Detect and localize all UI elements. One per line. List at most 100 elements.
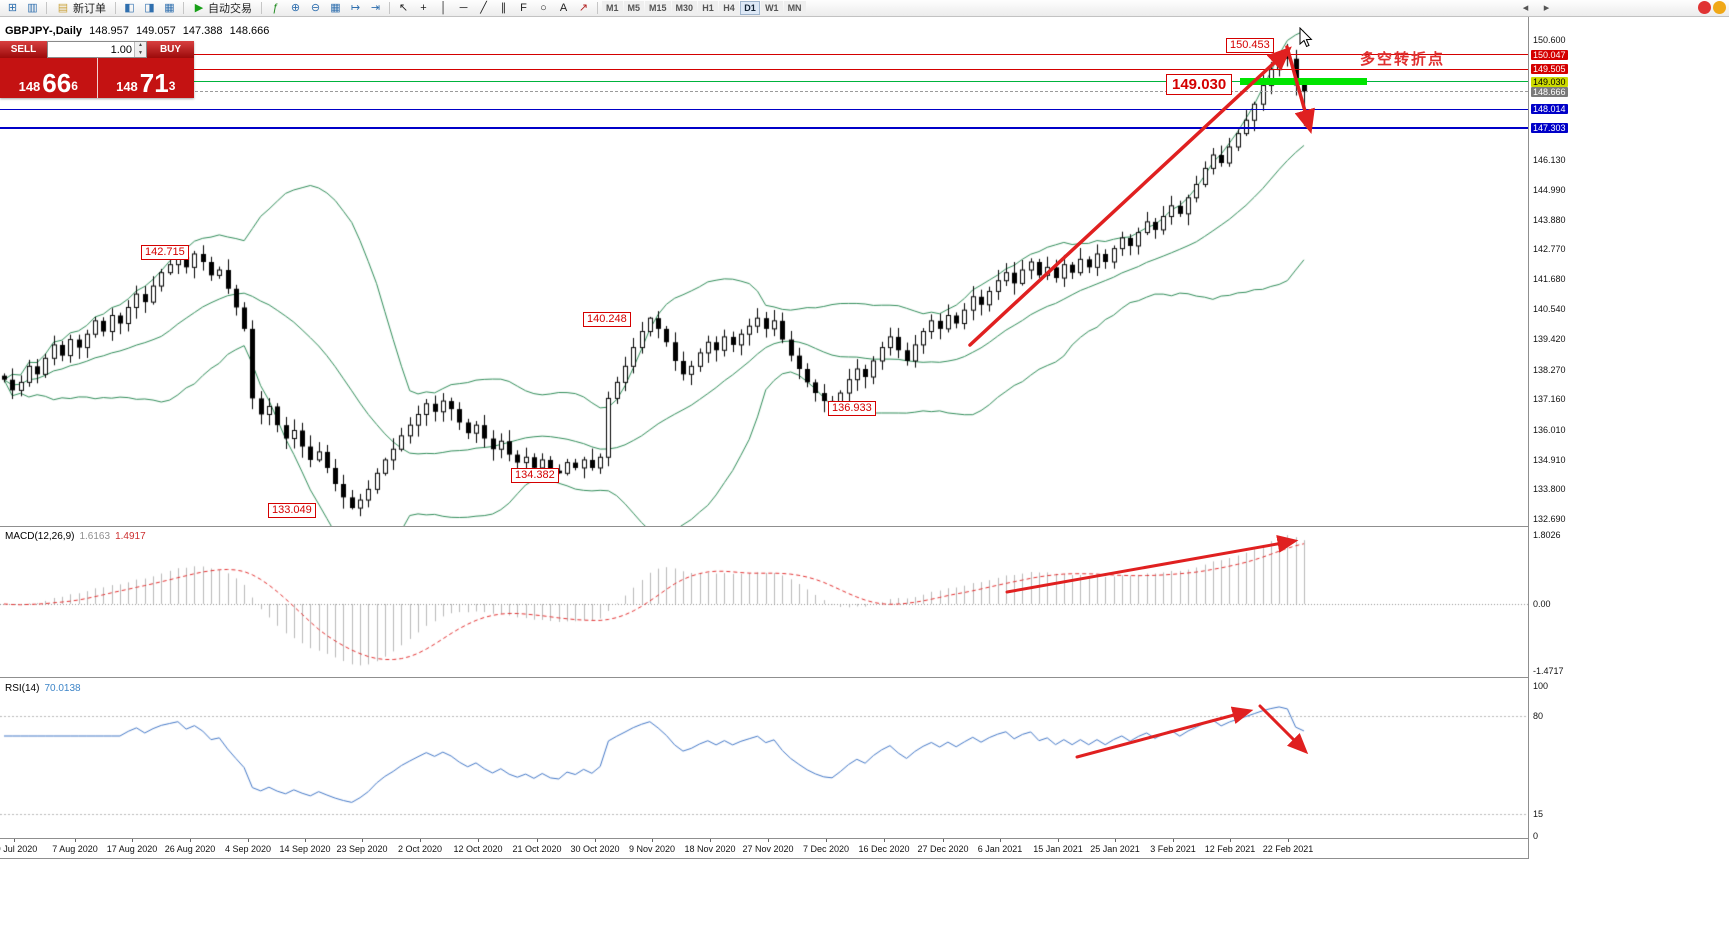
turning-point-annotation[interactable]: 多空转折点 bbox=[1360, 51, 1446, 68]
volume-down-icon[interactable]: ▼ bbox=[135, 49, 146, 57]
axis-tick-label: 139.420 bbox=[1533, 334, 1566, 345]
alert-badge[interactable] bbox=[1698, 1, 1711, 14]
axis-highlight-label: 149.030 bbox=[1531, 76, 1568, 87]
time-axis[interactable]: 29 Jul 2020 7 Aug 2020 17 Aug 2020 26 Aug 2… bbox=[0, 839, 1528, 859]
macd-name: MACD(12,26,9) bbox=[5, 531, 75, 542]
timeframe-m5-button[interactable]: M5 bbox=[623, 1, 645, 15]
date-label: 15 Jan 2021 bbox=[1033, 844, 1083, 854]
new-chart-icon[interactable]: ⊞ bbox=[7, 1, 18, 14]
trendline-icon[interactable]: ╱ bbox=[480, 1, 487, 14]
axis-tick-label: -1.4717 bbox=[1533, 666, 1564, 676]
date-label: 14 Sep 2020 bbox=[279, 844, 331, 854]
axis-tick-label: 141.680 bbox=[1533, 273, 1566, 284]
pane-separator[interactable] bbox=[0, 677, 1588, 678]
timeframe-m1-button[interactable]: M1 bbox=[602, 1, 623, 15]
navigator-icon[interactable]: ▦ bbox=[164, 1, 175, 14]
price-callout[interactable]: 149.030 bbox=[1166, 74, 1233, 95]
volume-input[interactable] bbox=[48, 42, 134, 57]
buy-button[interactable]: BUY bbox=[147, 41, 194, 58]
date-label: 25 Jan 2021 bbox=[1090, 844, 1140, 854]
main-chart-canvas[interactable] bbox=[0, 17, 1528, 526]
resistance-line-2[interactable] bbox=[0, 68, 1528, 70]
vertical-line-icon[interactable]: │ bbox=[440, 1, 447, 14]
scroll-left-icon[interactable]: ◂ bbox=[1522, 2, 1529, 14]
chart-shift-icon[interactable]: ⇥ bbox=[370, 1, 381, 14]
price-callout[interactable]: 150.453 bbox=[1226, 38, 1274, 53]
timeframe-h1-button[interactable]: H1 bbox=[698, 1, 719, 15]
bid-price-line[interactable] bbox=[0, 91, 1528, 93]
ask-price[interactable]: 148 71 3 bbox=[98, 58, 195, 98]
zoom-out-icon[interactable]: ⊖ bbox=[310, 1, 321, 14]
cursor-icon[interactable]: ↖ bbox=[398, 1, 409, 14]
macd-label: MACD(12,26,9) 1.6163 1.4917 bbox=[5, 531, 146, 542]
toolbar-group-timeframes: M1 M5 M15 M30 H1 H4 D1 W1 MN bbox=[602, 1, 806, 15]
horizontal-line-icon[interactable]: ─ bbox=[459, 1, 468, 14]
price-callout[interactable]: 133.049 bbox=[268, 503, 316, 518]
axis-tick-label: 143.880 bbox=[1533, 214, 1566, 225]
low-value: 147.388 bbox=[182, 25, 223, 37]
indicators-icon[interactable]: ƒ bbox=[272, 1, 279, 14]
axis-tick-label: 140.540 bbox=[1533, 304, 1566, 315]
fibonacci-icon[interactable]: F bbox=[520, 1, 527, 14]
sell-button[interactable]: SELL bbox=[0, 41, 47, 58]
date-label: 12 Oct 2020 bbox=[453, 844, 503, 854]
price-axis[interactable]: 150.600 146.130 144.990 143.880 142.770 141.6… bbox=[1528, 17, 1589, 859]
price-callout[interactable]: 140.248 bbox=[583, 312, 631, 327]
date-label: 17 Aug 2020 bbox=[106, 844, 158, 854]
timeframe-m15-button[interactable]: M15 bbox=[645, 1, 671, 15]
timeframe-m30-button[interactable]: M30 bbox=[671, 1, 698, 15]
autotrading-button[interactable]: ▶ 自动交易 bbox=[188, 1, 257, 16]
shapes-icon[interactable]: ○ bbox=[540, 1, 547, 14]
toolbar-group-charts: ⊞ ▥ bbox=[3, 1, 42, 16]
axis-highlight-label: 149.505 bbox=[1531, 64, 1568, 75]
volume-up-icon[interactable]: ▲ bbox=[135, 42, 146, 50]
resistance-line-1[interactable] bbox=[0, 54, 1528, 56]
pivot-line[interactable] bbox=[0, 81, 1528, 83]
channel-icon[interactable]: ∥ bbox=[500, 1, 507, 14]
data-window-icon[interactable]: ◨ bbox=[144, 1, 155, 14]
macd-indicator-canvas[interactable] bbox=[0, 527, 1528, 677]
zoom-in-icon[interactable]: ⊕ bbox=[290, 1, 301, 14]
tile-windows-icon[interactable]: ▦ bbox=[330, 1, 341, 14]
arrows-tool-icon[interactable]: ↗ bbox=[578, 1, 589, 14]
axis-tick-label: 15 bbox=[1533, 808, 1544, 819]
rsi-name: RSI(14) bbox=[5, 683, 40, 694]
high-value: 149.057 bbox=[135, 25, 176, 37]
crosshair-icon[interactable]: + bbox=[420, 1, 427, 14]
timeframe-mn-button[interactable]: MN bbox=[783, 1, 806, 15]
scroll-right-icon[interactable]: ▸ bbox=[1543, 2, 1550, 14]
price-callout[interactable]: 142.715 bbox=[141, 245, 189, 260]
toolbar: ⊞ ▥ ▤ 新订单 ◧ ◨ ▦ ▶ 自动交易 ƒ ⊕ ⊖ ▦ ↦ ⇥ ↖ + │ ─ ╱ ∥ F ○ A ↗ M1… bbox=[0, 0, 1729, 17]
price-callout[interactable]: 136.933 bbox=[828, 401, 876, 416]
market-watch-icon[interactable]: ◧ bbox=[124, 1, 135, 14]
toolbar-group-objects: ↖ + │ ─ ╱ ∥ F ○ A ↗ bbox=[394, 1, 593, 16]
bid-price[interactable]: 148 66 6 bbox=[0, 58, 98, 98]
autotrading-label: 自动交易 bbox=[208, 3, 252, 15]
profile-badge[interactable] bbox=[1713, 1, 1726, 14]
pane-separator[interactable] bbox=[0, 526, 1588, 527]
timeframe-h4-button[interactable]: H4 bbox=[719, 1, 740, 15]
support-line-1[interactable] bbox=[0, 108, 1528, 110]
auto-scroll-icon[interactable]: ↦ bbox=[350, 1, 361, 14]
text-icon[interactable]: A bbox=[559, 1, 568, 14]
chart-profiles-icon[interactable]: ▥ bbox=[27, 1, 38, 14]
time-axis-tick bbox=[652, 839, 653, 842]
ask-big-digits: 71 bbox=[139, 67, 169, 98]
rsi-indicator-canvas[interactable] bbox=[0, 678, 1528, 838]
timeframe-d1-button[interactable]: D1 bbox=[740, 1, 761, 15]
time-axis-tick bbox=[248, 839, 249, 842]
axis-highlight-label: 148.014 bbox=[1531, 104, 1568, 115]
key-level-highlight-band[interactable] bbox=[1240, 78, 1367, 86]
time-axis-tick bbox=[595, 839, 596, 842]
axis-tick-label: 137.160 bbox=[1533, 394, 1566, 405]
support-line-2[interactable] bbox=[0, 127, 1528, 130]
axis-tick-label: 80 bbox=[1533, 711, 1544, 721]
axis-tick-label: 146.130 bbox=[1533, 154, 1566, 165]
time-axis-tick bbox=[420, 839, 421, 842]
volume-stepper[interactable]: ▲ ▼ bbox=[134, 42, 146, 57]
price-callout[interactable]: 134.382 bbox=[511, 468, 559, 483]
new-order-button[interactable]: ▤ 新订单 bbox=[51, 1, 111, 16]
timeframe-w1-button[interactable]: W1 bbox=[761, 1, 783, 15]
axis-highlight-label: 148.666 bbox=[1531, 86, 1568, 97]
